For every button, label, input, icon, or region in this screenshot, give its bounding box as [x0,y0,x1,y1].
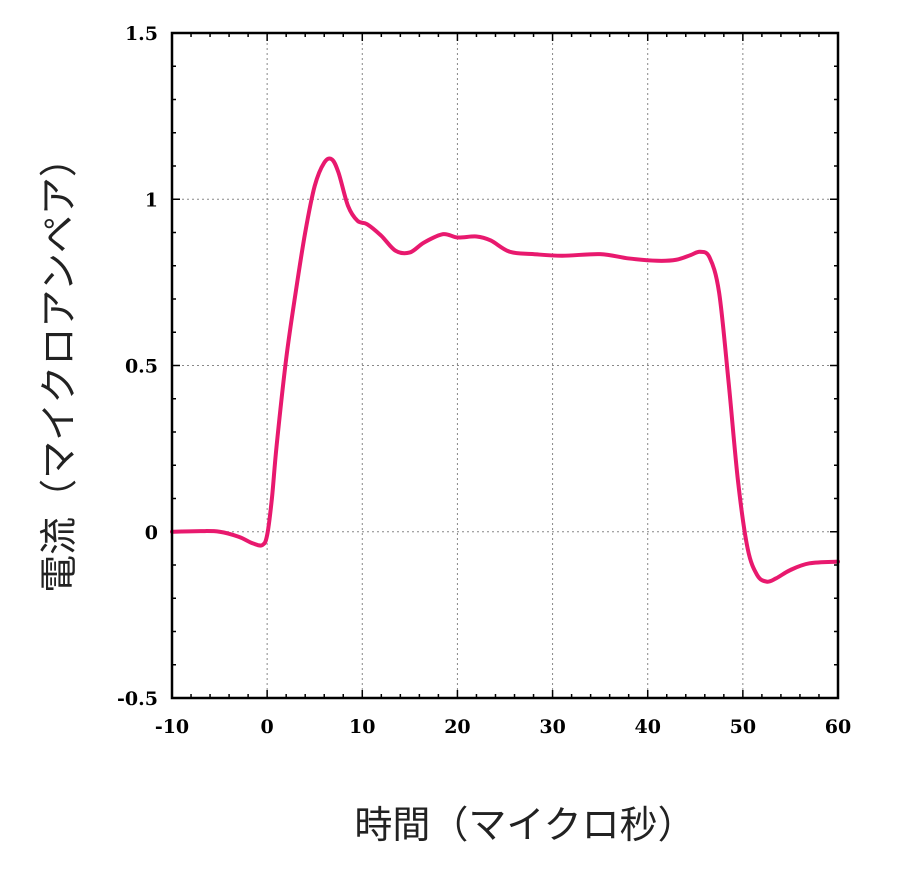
grid [172,33,838,698]
x-tick-label: 50 [730,716,756,738]
y-tick-label: -0.5 [117,688,158,710]
plot-frame [170,31,840,700]
y-tick-label: 0.5 [125,356,158,378]
x-tick-labels: -10 0 10 20 30 40 50 60 [155,716,851,738]
y-tick-label: 0 [145,522,158,544]
series [170,156,840,584]
y-tick-labels: -0.5 0 0.5 1 1.5 [117,23,158,710]
x-tick-label: 60 [825,716,851,738]
y-tick-label: 1.5 [125,23,158,45]
y-tick-label: 1 [145,189,158,211]
x-tick-label: 0 [261,716,274,738]
x-axis-label: 時間（マイクロ秒） [354,803,695,847]
x-tick-label: 20 [444,716,470,738]
x-tick-label: 30 [539,716,565,738]
x-tick-label: -10 [155,716,189,738]
x-tick-label: 10 [349,716,375,738]
current-series-line [170,156,840,584]
x-tick-label: 40 [634,716,660,738]
y-axis-label: 電流（マイクロアンペア） [37,139,81,593]
